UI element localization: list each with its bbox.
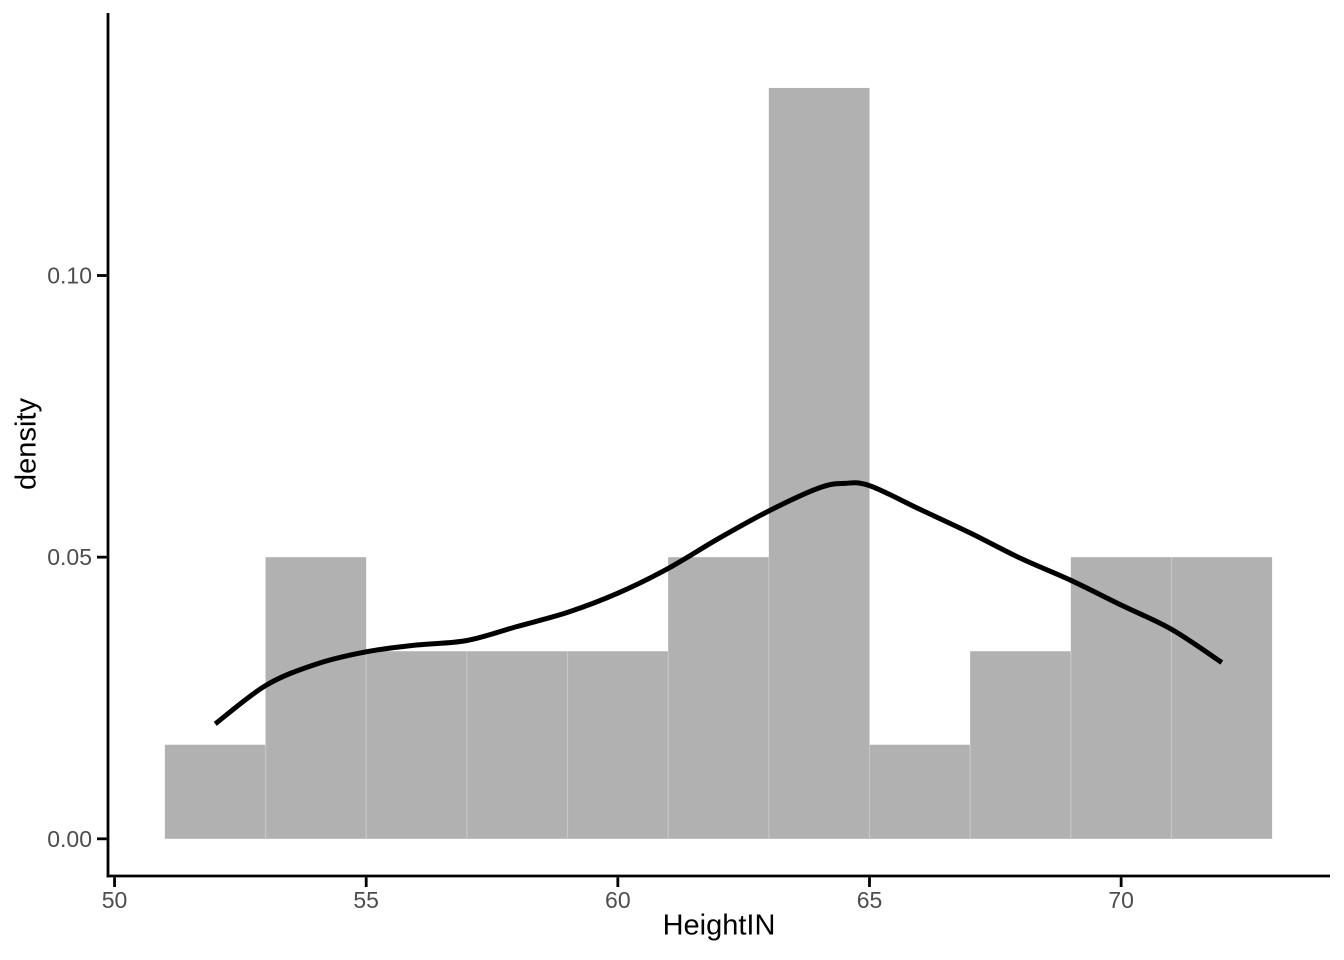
y-tick-label: 0.10 <box>47 263 92 289</box>
x-tick-label: 60 <box>605 887 631 913</box>
density-curve <box>213 480 1224 726</box>
histogram-bar <box>970 651 1071 839</box>
y-tick-label: 0.05 <box>47 544 92 570</box>
histogram-bar <box>1171 557 1273 839</box>
y-tick-label: 0.00 <box>47 826 92 852</box>
x-tick-label: 70 <box>1108 887 1134 913</box>
histogram-bar <box>164 744 266 839</box>
x-tick-label: 55 <box>353 887 379 913</box>
x-tick-label: 50 <box>102 887 128 913</box>
x-tick-label: 65 <box>857 887 883 913</box>
histogram-bar <box>768 87 870 839</box>
histogram-bar <box>869 744 971 839</box>
histogram-bar <box>366 651 467 839</box>
histogram-bar <box>668 557 769 839</box>
histogram-bar <box>466 651 568 839</box>
histogram-bar <box>1070 557 1172 839</box>
y-axis-title: density <box>10 398 43 490</box>
x-axis-title: HeightIN <box>662 909 776 942</box>
histogram-bar <box>265 557 367 839</box>
histogram-bar <box>567 651 669 839</box>
